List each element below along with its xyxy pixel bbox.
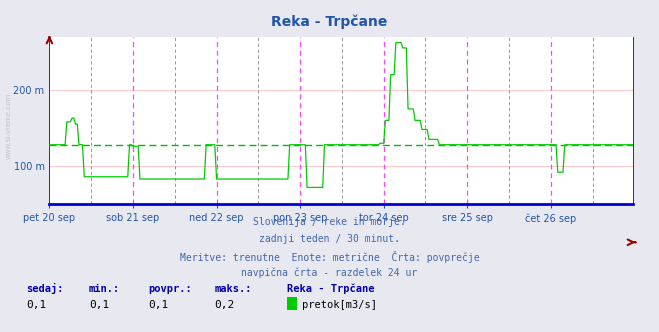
Text: Reka - Trpčane: Reka - Trpčane [272,15,387,30]
Text: 0,1: 0,1 [148,300,169,310]
Text: maks.:: maks.: [214,284,252,294]
Text: povpr.:: povpr.: [148,284,192,294]
Text: Slovenija / reke in morje.: Slovenija / reke in morje. [253,217,406,227]
Text: 0,2: 0,2 [214,300,235,310]
Text: 0,1: 0,1 [89,300,109,310]
Text: www.si-vreme.com: www.si-vreme.com [5,93,12,159]
Text: pretok[m3/s]: pretok[m3/s] [302,300,377,310]
Text: sedaj:: sedaj: [26,283,64,294]
Text: navpična črta - razdelek 24 ur: navpična črta - razdelek 24 ur [241,267,418,278]
Text: min.:: min.: [89,284,120,294]
Text: Meritve: trenutne  Enote: metrične  Črta: povprečje: Meritve: trenutne Enote: metrične Črta: … [180,251,479,263]
Text: Reka - Trpčane: Reka - Trpčane [287,283,374,294]
Text: 0,1: 0,1 [26,300,47,310]
Text: zadnji teden / 30 minut.: zadnji teden / 30 minut. [259,234,400,244]
